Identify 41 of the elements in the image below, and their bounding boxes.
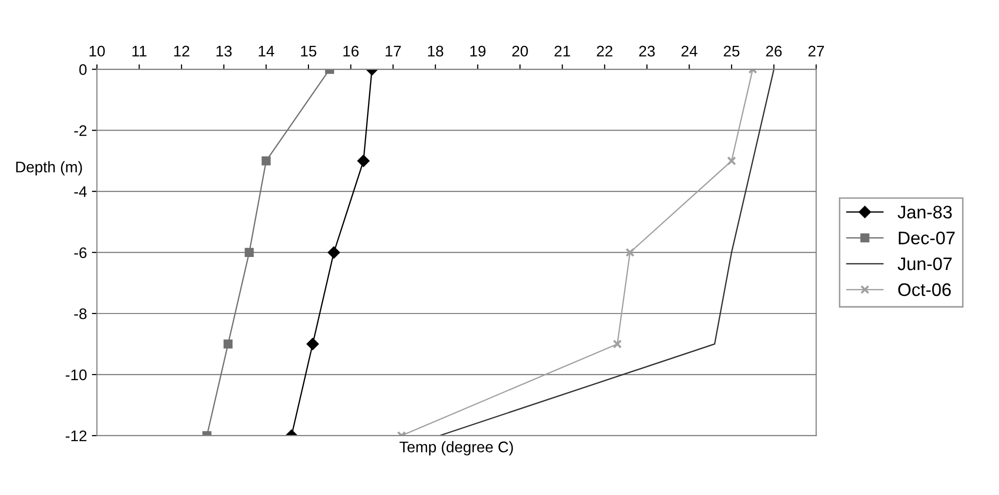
x-axis-title: Temp (degree C) — [400, 441, 513, 456]
line-series — [438, 69, 774, 436]
x-tick-label: 27 — [808, 46, 824, 56]
y-tick-label: -8 — [74, 308, 87, 320]
point — [358, 154, 370, 167]
x-tick-label: 21 — [554, 46, 570, 56]
y-tick-label: -10 — [66, 369, 87, 380]
legend-label: Jun-07 — [898, 257, 952, 270]
x-tick-label: 10 — [90, 46, 105, 57]
point — [328, 246, 340, 258]
x-tick-label: 12 — [174, 46, 190, 56]
x-tick-label: 15 — [301, 46, 316, 57]
x-tick-label: 22 — [596, 46, 612, 56]
point — [262, 156, 271, 166]
y-tick-label: -6 — [74, 247, 87, 258]
point — [626, 248, 635, 257]
y-tick-label: -2 — [74, 125, 86, 136]
x-tick-label: 13 — [216, 46, 232, 57]
legend-label: Oct-06 — [898, 283, 951, 296]
point — [306, 338, 319, 350]
x-tick-label: 14 — [258, 46, 274, 56]
x-tick-label: 25 — [724, 46, 740, 57]
x-tick-label: 26 — [766, 46, 782, 57]
x-tick-label: 16 — [343, 46, 359, 57]
point — [244, 248, 254, 257]
x-tick-label: 23 — [639, 46, 655, 57]
x-tick-label: 24 — [682, 46, 698, 56]
y-tick-label: 0 — [79, 64, 87, 75]
point — [727, 156, 736, 166]
legend-label: Dec-07 — [898, 232, 955, 244]
x-tick-label: 20 — [512, 46, 528, 57]
y-axis-title: Depth (m) — [16, 161, 82, 176]
y-tick-label: -12 — [66, 430, 86, 442]
point — [224, 340, 233, 349]
legend-label: Jan-83 — [898, 206, 952, 219]
x-tick-label: 19 — [470, 46, 486, 57]
x-tick-label: 18 — [428, 46, 444, 57]
y-tick-label: -4 — [74, 186, 87, 197]
point — [612, 340, 622, 349]
x-tick-label: 11 — [132, 46, 146, 56]
x-tick-label: 17 — [386, 46, 401, 56]
